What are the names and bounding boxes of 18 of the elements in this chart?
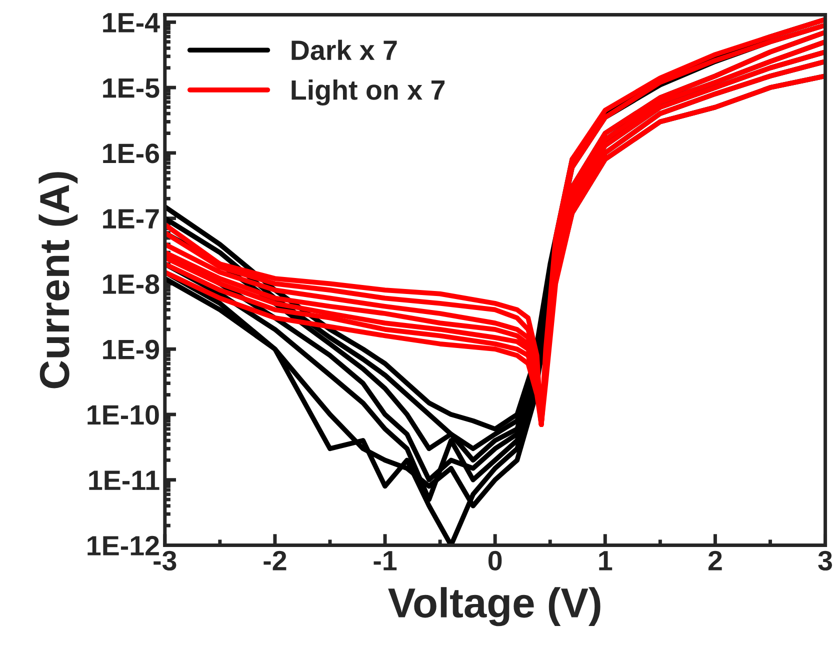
legend-label: Light on x 7	[292, 80, 445, 106]
y-tick-label: 1E-11	[89, 470, 160, 490]
y-tick-label: 1E-7	[103, 209, 159, 228]
x-tick-label: 3	[818, 550, 832, 571]
x-tick-label: -1	[374, 551, 397, 570]
y-tick-label: 1E-4	[103, 13, 160, 32]
legend-label: Dark x 7	[292, 40, 397, 60]
x-tick-label: 0	[488, 550, 502, 570]
y-tick-label: 1E-8	[103, 274, 160, 294]
y-tick-label: 1E-5	[103, 78, 160, 98]
x-tick-label: 2	[708, 550, 722, 570]
y-axis-title: Current (A)	[38, 172, 78, 388]
x-tick-label: 1	[599, 551, 612, 570]
x-axis-title: Voltage (V)	[388, 587, 600, 626]
y-tick-label: 1E-10	[88, 405, 159, 425]
y-tick-label: 1E-9	[103, 340, 159, 360]
y-tick-label: 1E-6	[103, 144, 160, 164]
x-tick-label: -2	[264, 550, 286, 570]
